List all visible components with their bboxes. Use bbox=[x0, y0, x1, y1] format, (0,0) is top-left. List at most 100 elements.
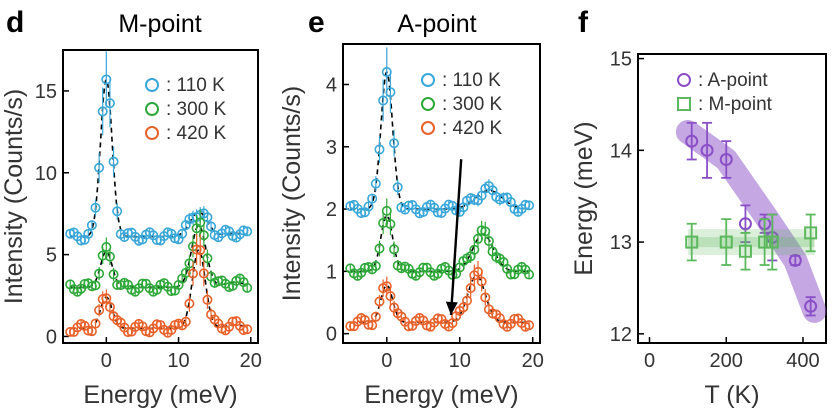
f-series-0 bbox=[675, 120, 827, 323]
e-data-point bbox=[381, 281, 392, 292]
d-axes-frame bbox=[62, 49, 259, 344]
d-legend-label-2: : 420 K bbox=[166, 123, 227, 144]
e-data-point bbox=[374, 296, 385, 307]
d-data-point bbox=[242, 226, 253, 237]
panel-title-e: A-point bbox=[397, 10, 476, 38]
e-data-point bbox=[378, 95, 389, 106]
e-arrow-shaft bbox=[449, 159, 463, 316]
d-data-point bbox=[90, 318, 101, 329]
d-data-point bbox=[242, 282, 253, 293]
d-ytick-label-0: 0 bbox=[46, 326, 57, 348]
f-data-point bbox=[738, 217, 752, 231]
e-data-point bbox=[363, 201, 374, 212]
f-ylabel: Energy (meV) bbox=[570, 121, 598, 275]
panel-e: e A-point 0 10 20 0 1 2 3 4 Energy (meV) Intensit… bbox=[278, 6, 544, 409]
d-data-point bbox=[108, 269, 119, 280]
f-ytick-label-2: 14 bbox=[610, 140, 632, 162]
d-legend-label-0: : 110 K bbox=[166, 75, 225, 96]
d-data-point bbox=[198, 268, 209, 279]
d-series-0 bbox=[65, 51, 253, 246]
e-data-point bbox=[370, 178, 381, 189]
f-data-point bbox=[719, 153, 733, 167]
d-legend-marker-0 bbox=[145, 78, 159, 92]
e-data-point bbox=[480, 292, 491, 303]
e-xtick-label-1: 10 bbox=[449, 350, 471, 372]
e-xtick-label-0: 0 bbox=[381, 350, 392, 372]
e-data-point bbox=[524, 320, 535, 331]
e-series-2 bbox=[345, 260, 535, 332]
f-xtick-label-1: 200 bbox=[710, 350, 743, 372]
e-data-point bbox=[524, 200, 535, 211]
f-data-point bbox=[685, 134, 699, 148]
e-data-point bbox=[469, 244, 480, 255]
d-data-point bbox=[184, 298, 195, 309]
d-xtick-label-1: 10 bbox=[167, 350, 189, 372]
f-data-point bbox=[804, 299, 818, 313]
e-data-point bbox=[389, 138, 400, 149]
d-legend-marker-1 bbox=[145, 102, 159, 116]
e-data-point bbox=[374, 243, 385, 254]
e-data-point bbox=[385, 291, 396, 302]
panel-letter-f: f bbox=[578, 6, 589, 39]
f-data-point bbox=[765, 235, 779, 249]
e-ytick-label-3: 3 bbox=[326, 137, 337, 159]
d-data-point bbox=[180, 316, 191, 327]
d-data-point bbox=[206, 221, 217, 232]
e-data-point bbox=[374, 144, 385, 155]
e-legend-marker-1 bbox=[421, 97, 435, 111]
e-data-point bbox=[524, 269, 535, 280]
e-data-point bbox=[385, 87, 396, 98]
e-arrow-head bbox=[445, 301, 458, 315]
e-legend: : 110 K: 300 K: 420 K bbox=[421, 70, 503, 139]
f-ytick-label-0: 12 bbox=[610, 324, 632, 346]
f-legend: : A-point: M-point bbox=[677, 70, 773, 115]
d-data-point bbox=[94, 268, 105, 279]
d-data-point bbox=[177, 228, 188, 239]
f-xlabel: T (K) bbox=[704, 381, 759, 409]
e-xtick-label-2: 20 bbox=[522, 350, 544, 372]
d-series-1 bbox=[65, 209, 253, 297]
d-data-point bbox=[90, 202, 101, 213]
d-data-point bbox=[104, 98, 115, 109]
d-xtick-label-0: 0 bbox=[101, 350, 112, 372]
e-xlabel: Energy (meV) bbox=[364, 381, 518, 409]
panel-title-d: M-point bbox=[118, 10, 201, 38]
panel-letter-d: d bbox=[6, 6, 24, 39]
d-data-point bbox=[108, 156, 119, 167]
d-data-point bbox=[180, 267, 191, 278]
f-series-1 bbox=[685, 213, 818, 271]
d-data-point bbox=[104, 251, 115, 262]
e-data-point bbox=[389, 244, 400, 255]
d-xlabel: Energy (meV) bbox=[83, 381, 237, 409]
d-data-point bbox=[188, 268, 199, 279]
d-data-point bbox=[94, 305, 105, 316]
e-data-point bbox=[462, 295, 473, 306]
f-xtick-label-0: 0 bbox=[644, 350, 655, 372]
f-xtick-label-2: 400 bbox=[786, 350, 819, 372]
e-legend-marker-2 bbox=[421, 121, 435, 135]
f-legend-label-1: : M-point bbox=[698, 94, 773, 115]
d-xtick-label-2: 20 bbox=[240, 350, 262, 372]
e-series-1 bbox=[345, 198, 535, 281]
e-ytick-label-4: 4 bbox=[326, 74, 337, 96]
d-data-point bbox=[112, 206, 123, 217]
e-series-0 bbox=[345, 47, 535, 219]
d-legend-marker-2 bbox=[145, 126, 159, 140]
e-fit-curve-0 bbox=[350, 70, 529, 210]
d-data-point bbox=[90, 280, 101, 291]
e-data-point bbox=[385, 219, 396, 230]
d-data-point bbox=[86, 220, 97, 231]
e-legend-label-0: : 110 K bbox=[442, 70, 501, 91]
d-data-point bbox=[202, 212, 213, 223]
e-data-point bbox=[480, 226, 491, 237]
d-series-2 bbox=[65, 234, 253, 338]
f-data-point bbox=[788, 253, 802, 267]
d-ytick-label-3: 15 bbox=[35, 81, 57, 103]
e-data-point bbox=[367, 320, 378, 331]
e-legend-label-1: : 300 K bbox=[442, 94, 503, 115]
e-ytick-label-0: 0 bbox=[326, 324, 337, 346]
e-data-point bbox=[476, 276, 487, 287]
d-data-point bbox=[195, 217, 206, 228]
e-data-point bbox=[381, 205, 392, 216]
